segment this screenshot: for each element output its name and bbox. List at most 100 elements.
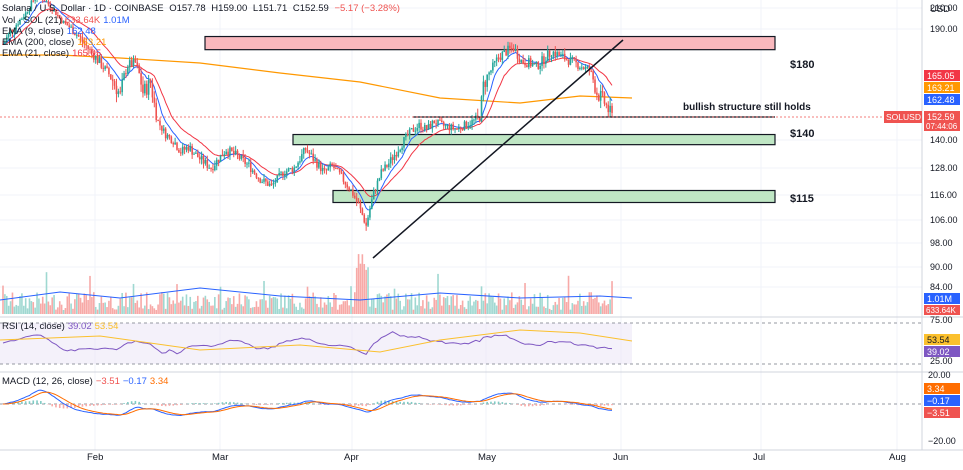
candle-body (167, 135, 169, 138)
macd-histogram-bar (108, 404, 110, 405)
candle-body (329, 164, 331, 168)
candle-body (242, 155, 244, 158)
candle-body (503, 50, 505, 52)
volume-bar (577, 301, 579, 314)
volume-bar (290, 299, 292, 314)
candle-body (250, 163, 252, 172)
volume-bar (195, 301, 197, 314)
macd-histogram-bar (293, 403, 295, 404)
volume-bar (428, 302, 430, 314)
volume-bar (509, 300, 511, 314)
candle-body (602, 91, 604, 92)
candle-body (229, 147, 231, 155)
volume-bar (343, 301, 345, 314)
candle-body (382, 169, 384, 170)
candle-body (433, 121, 435, 123)
candle-body (405, 134, 407, 137)
macd-histogram-bar (63, 404, 65, 408)
candle-body (282, 172, 284, 176)
volume-bar (286, 308, 288, 314)
candle-body (184, 147, 186, 150)
volume-bar (29, 298, 31, 314)
candle-body (469, 125, 471, 126)
volume-bar (248, 299, 250, 314)
volume-bar (225, 301, 227, 314)
support-zone-115 (333, 191, 775, 203)
macd-histogram-bar (286, 403, 288, 404)
volume-bar (239, 293, 241, 314)
volume-bar (154, 308, 156, 314)
candle-body (292, 168, 294, 172)
candle-body (127, 67, 129, 74)
volume-bar (178, 303, 180, 314)
macd-histogram-bar (263, 404, 265, 405)
volume-bar (318, 307, 320, 314)
volume-bar (477, 301, 479, 314)
candle-body (356, 198, 358, 202)
candle-body (441, 121, 443, 123)
volume-bar (447, 296, 449, 314)
candle-body (233, 151, 235, 154)
candle-body (390, 157, 392, 163)
candle-body (322, 168, 324, 171)
macd-histogram-bar (611, 404, 613, 405)
candle-body (276, 175, 278, 182)
candle-body (464, 122, 466, 131)
volume-bar (545, 308, 547, 314)
candle-body (246, 164, 248, 165)
volume-bar (420, 306, 422, 314)
volume-bar (67, 296, 69, 314)
candle-body (560, 54, 562, 55)
volume-bar (12, 293, 14, 314)
volume-bar (161, 292, 163, 314)
candle-body (445, 125, 447, 126)
volume-bar (17, 306, 19, 314)
candle-body (384, 165, 386, 171)
candle-body (331, 164, 333, 165)
macd-histogram-bar (176, 404, 178, 405)
volume-bar (95, 307, 97, 314)
macd-histogram-bar (607, 404, 609, 406)
volume-bar (146, 292, 148, 314)
volume-bar (118, 306, 120, 314)
volume-bar (163, 294, 165, 314)
candle-body (435, 123, 437, 124)
volume-bar (519, 296, 521, 314)
volume-bar (607, 304, 609, 314)
volume-bar (403, 306, 405, 314)
candle-body (426, 125, 428, 130)
candle-body (413, 128, 415, 131)
volume-bar (505, 305, 507, 314)
candle-body (350, 190, 352, 191)
volume-bar (8, 306, 10, 314)
macd-histogram-bar (101, 404, 103, 405)
volume-bar (218, 294, 220, 314)
volume-bar (345, 301, 347, 314)
candle-body (148, 80, 150, 95)
volume-bar (242, 306, 244, 314)
candle-body (439, 120, 441, 121)
candle-body (248, 163, 250, 164)
volume-bar (416, 305, 418, 314)
volume-bar (554, 302, 556, 314)
candle-body (101, 58, 103, 68)
volume-bar (142, 308, 144, 314)
macd-histogram-bar (449, 404, 451, 406)
candle-body (216, 160, 218, 166)
candle-body (352, 190, 354, 196)
candle-body (178, 150, 180, 153)
price-tick-label: 116.00 (930, 190, 957, 200)
volume-bar (74, 299, 76, 314)
candle-body (312, 154, 314, 161)
macd-tick-label: −20.00 (928, 436, 956, 446)
candle-body (146, 84, 148, 95)
volume-bar (61, 305, 63, 314)
macd-histogram-bar (441, 404, 443, 405)
volume-bar (449, 305, 451, 314)
volume-bar (367, 267, 369, 314)
volume-bar (237, 304, 239, 314)
candle-body (197, 153, 199, 158)
macd-histogram-bar (539, 404, 541, 406)
